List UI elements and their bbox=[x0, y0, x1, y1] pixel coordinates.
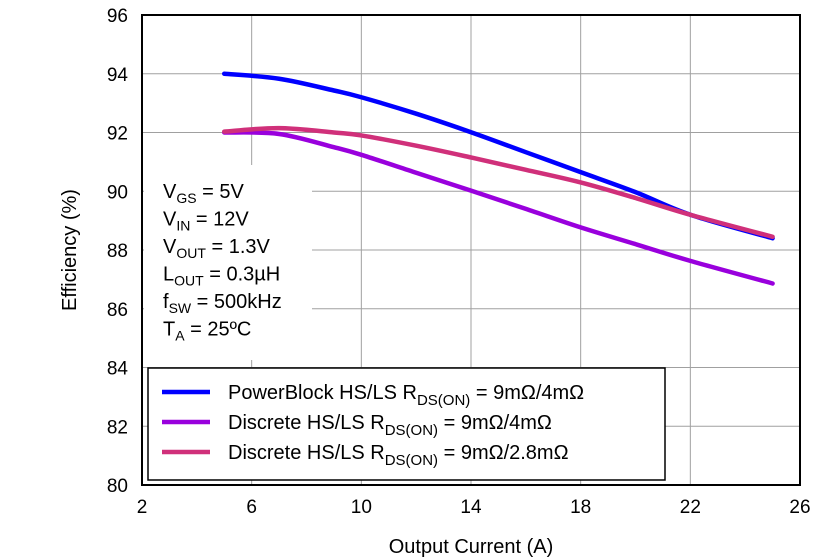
condition-value: = 25ºC bbox=[185, 319, 252, 341]
series-line-1 bbox=[222, 130, 775, 286]
series-line-0 bbox=[222, 71, 775, 241]
legend-label-main: PowerBlock HS/LS R bbox=[228, 382, 417, 404]
condition-text: VOUT = 1.3V bbox=[163, 236, 271, 261]
condition-value: = 0.3µH bbox=[204, 264, 281, 286]
legend-label: Discrete HS/LS RDS(ON) = 9mΩ/2.8mΩ bbox=[228, 442, 569, 469]
condition-symbol: V bbox=[163, 209, 177, 231]
condition-subscript: OUT bbox=[176, 245, 206, 261]
y-tick-label: 80 bbox=[107, 476, 128, 497]
condition-subscript: SW bbox=[169, 300, 192, 316]
condition-value: = 5V bbox=[197, 181, 245, 203]
legend: PowerBlock HS/LS RDS(ON) = 9mΩ/4mΩDiscre… bbox=[147, 367, 666, 481]
legend-label-main: Discrete HS/LS R bbox=[228, 442, 385, 464]
legend-label-value: = 9mΩ/4mΩ bbox=[470, 382, 584, 404]
x-tick-label: 22 bbox=[680, 497, 701, 518]
x-tick-label: 18 bbox=[570, 497, 591, 518]
legend-label-value: = 9mΩ/4mΩ bbox=[438, 412, 552, 434]
legend-label: Discrete HS/LS RDS(ON) = 9mΩ/4mΩ bbox=[228, 412, 552, 439]
condition-text: TA = 25ºC bbox=[163, 319, 251, 344]
plot-frame bbox=[141, 14, 801, 486]
condition-symbol: L bbox=[163, 264, 174, 286]
legend-label-subscript: DS(ON) bbox=[385, 422, 438, 439]
x-tick-label: 6 bbox=[246, 497, 257, 518]
x-tick-label: 10 bbox=[351, 497, 372, 518]
condition-text: fSW = 500kHz bbox=[163, 291, 282, 316]
y-tick-label: 86 bbox=[107, 300, 128, 321]
y-tick-label: 96 bbox=[107, 6, 128, 27]
condition-text: VIN = 12V bbox=[163, 209, 249, 234]
legend-label: PowerBlock HS/LS RDS(ON) = 9mΩ/4mΩ bbox=[228, 382, 584, 409]
x-tick-label: 2 bbox=[137, 497, 148, 518]
y-tick-label: 84 bbox=[107, 359, 129, 380]
condition-value: = 12V bbox=[190, 209, 249, 231]
condition-text: LOUT = 0.3µH bbox=[163, 264, 280, 289]
condition-symbol: f bbox=[163, 291, 169, 313]
conditions-background bbox=[144, 165, 312, 360]
condition-subscript: GS bbox=[176, 190, 196, 206]
condition-symbol: T bbox=[163, 319, 175, 341]
x-axis-label: Output Current (A) bbox=[389, 536, 554, 558]
series-line-2 bbox=[222, 125, 775, 240]
condition-value: = 500kHz bbox=[191, 291, 282, 313]
legend-box bbox=[147, 367, 666, 481]
y-tick-label: 92 bbox=[107, 124, 128, 145]
x-tick-label: 26 bbox=[789, 497, 810, 518]
condition-subscript: A bbox=[175, 328, 185, 344]
y-tick-label: 94 bbox=[107, 65, 129, 86]
condition-symbol: V bbox=[163, 236, 177, 258]
x-tick-label: 14 bbox=[460, 497, 482, 518]
y-axis-label: Efficiency (%) bbox=[59, 189, 81, 311]
legend-label-main: Discrete HS/LS R bbox=[228, 412, 385, 434]
condition-value: = 1.3V bbox=[206, 236, 271, 258]
condition-symbol: V bbox=[163, 181, 177, 203]
condition-subscript: OUT bbox=[174, 273, 204, 289]
y-tick-label: 82 bbox=[107, 417, 128, 438]
condition-text: VGS = 5V bbox=[163, 181, 244, 206]
y-tick-label: 90 bbox=[107, 182, 128, 203]
legend-label-value: = 9mΩ/2.8mΩ bbox=[438, 442, 569, 464]
legend-label-subscript: DS(ON) bbox=[385, 452, 438, 469]
y-tick-label: 88 bbox=[107, 241, 128, 262]
condition-subscript: IN bbox=[176, 218, 190, 234]
legend-label-subscript: DS(ON) bbox=[417, 392, 470, 409]
